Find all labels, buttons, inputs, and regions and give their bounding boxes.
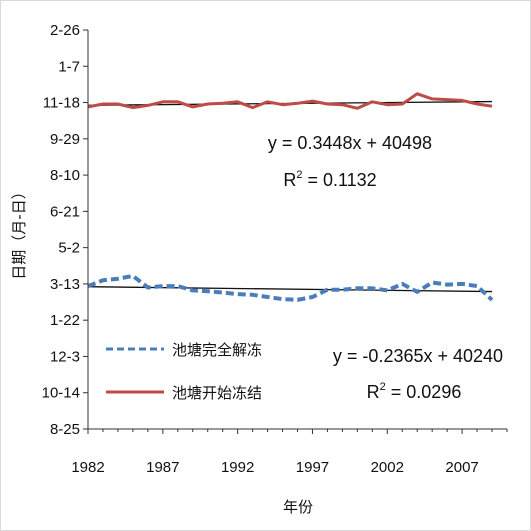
thaw-trend-r2: R2 = 0.0296 — [367, 381, 462, 402]
freeze-trend-equation: y = 0.3448x + 40498 — [268, 133, 432, 153]
thaw-r2-sup: 2 — [380, 381, 386, 393]
legend-freeze-label: 池塘开始冻结 — [172, 384, 262, 402]
axes: 8-25 10-14 12-3 1-22 3-13 5-2 6-21 8-10 9-29 11-1… — [42, 22, 508, 476]
y-tick-label: 6-21 — [50, 203, 80, 220]
x-tick-label: 1987 — [146, 459, 179, 476]
x-axis-label: 年份 — [283, 498, 313, 516]
series-lines — [87, 92, 494, 302]
freeze-r2-value: = 0.1132 — [302, 170, 376, 190]
y-tick-label: 1-7 — [58, 58, 80, 75]
x-tick-label: 1982 — [71, 459, 104, 476]
freeze-series-line — [87, 92, 493, 110]
y-tick-label: 10-14 — [42, 385, 80, 402]
x-tick-label: 1992 — [221, 459, 254, 476]
legend-thaw-label: 池塘完全解冻 — [172, 341, 262, 359]
y-tick-label: 9-29 — [50, 131, 80, 148]
y-tick-label: 8-25 — [50, 421, 80, 438]
freeze-r2-label: R — [283, 170, 296, 190]
x-tick-label: 2007 — [445, 459, 478, 476]
y-tick-label: 12-3 — [50, 348, 80, 365]
freeze-trend-r2: R2 = 0.1132 — [283, 169, 376, 190]
freeze-r2-sup: 2 — [296, 169, 302, 181]
y-tick-label: 3-13 — [50, 276, 80, 293]
y-tick-label: 11-18 — [43, 95, 80, 112]
thaw-r2-value: = 0.0296 — [386, 382, 462, 402]
x-tick-label: 2002 — [371, 459, 404, 476]
y-tick-label: 8-10 — [50, 167, 80, 184]
y-axis-label: 日期（月-日） — [10, 184, 28, 279]
thaw-series-line — [87, 273, 494, 302]
y-tick-label: 2-26 — [50, 22, 80, 39]
thaw-trend-equation: y = -0.2365x + 40240 — [333, 346, 503, 366]
trendlines — [87, 100, 493, 293]
y-tick-label: 5-2 — [58, 240, 80, 257]
legend: 池塘完全解冻 池塘开始冻结 — [106, 341, 262, 402]
x-tick-label: 1997 — [296, 459, 329, 476]
thaw-r2-label: R — [367, 382, 380, 402]
y-tick-label: 1-22 — [50, 312, 80, 329]
